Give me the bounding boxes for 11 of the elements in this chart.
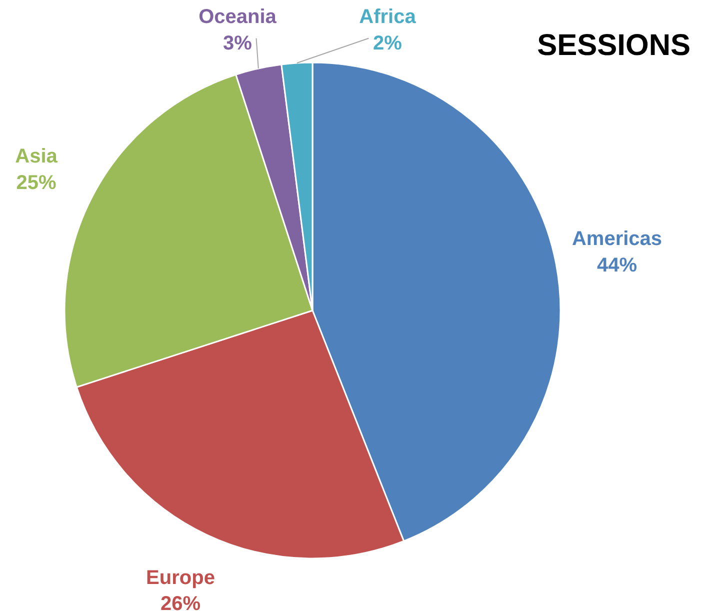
slice-label: Europe: [146, 566, 215, 589]
slice-label: Asia: [15, 146, 58, 168]
data-label: 3%: [223, 32, 252, 54]
slice-label: Americas: [572, 228, 662, 250]
data-label: 25%: [16, 172, 57, 194]
data-label: 2%: [373, 32, 402, 54]
data-label: 44%: [596, 254, 638, 277]
slice-label: Oceania: [198, 6, 278, 28]
text: SESSIONS: [537, 29, 691, 62]
slice-label: Africa: [359, 6, 417, 28]
data-label: 26%: [160, 593, 201, 611]
